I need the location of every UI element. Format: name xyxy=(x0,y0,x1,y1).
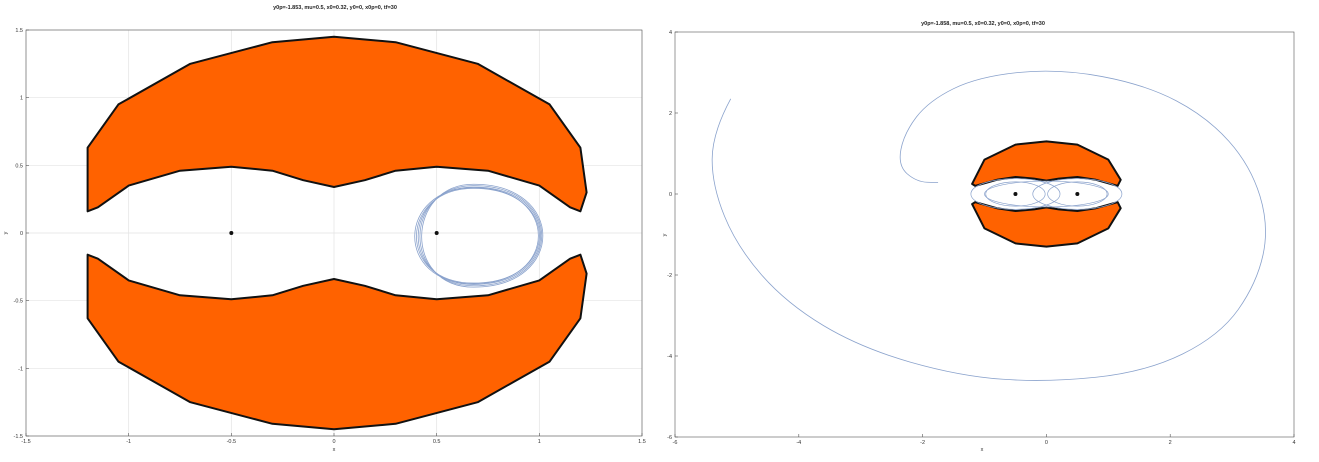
trajectory-inner-loop xyxy=(984,180,1109,208)
y-tick-label: 2 xyxy=(669,111,672,117)
y-tick-label: -4 xyxy=(667,354,672,360)
y-tick-label: -6 xyxy=(667,435,672,441)
x-tick-label: 0 xyxy=(332,439,335,445)
x-axis-label: x xyxy=(981,447,984,453)
x-tick-label: -1.5 xyxy=(21,439,30,445)
y-tick-label: 1 xyxy=(20,96,23,102)
trajectory-loop xyxy=(414,187,539,285)
y-axis-label: y xyxy=(662,233,668,236)
x-tick-label: 0 xyxy=(1045,440,1048,446)
forbidden-region-lower xyxy=(86,253,588,431)
right-chart-svg: y0p=-1.858, mu=0.5, x0=0.32, y0=0, x0p=0… xyxy=(662,21,1296,453)
trajectory-inner-loop xyxy=(985,181,1046,207)
plot-frame xyxy=(674,31,1295,438)
primary-body-2 xyxy=(1075,192,1080,196)
x-axis-label: x xyxy=(333,447,336,453)
x-tick-label: -2 xyxy=(920,440,925,446)
x-tick-label: 2 xyxy=(1169,440,1172,446)
trajectory-loop xyxy=(417,186,541,285)
x-tick-label: 1.5 xyxy=(638,439,646,445)
trajectory-inner-loop xyxy=(1047,181,1108,207)
chart-title: y0p=-1.853, mu=0.5, x0=0.32, y0=0, x0p=0… xyxy=(273,5,397,11)
trajectory-loop xyxy=(419,185,542,287)
y-tick-label: 0 xyxy=(20,231,23,237)
y-tick-label: 4 xyxy=(669,30,672,36)
y-tick-label: 0.5 xyxy=(15,163,23,169)
chart-title: y0p=-1.858, mu=0.5, x0=0.32, y0=0, x0p=0… xyxy=(921,21,1045,27)
y-axis-label: y xyxy=(3,231,9,234)
y-tick-label: -0.5 xyxy=(14,299,23,305)
x-tick-label: -0.5 xyxy=(227,439,236,445)
x-tick-label: -6 xyxy=(673,440,678,446)
right-chart-panel: y0p=-1.858, mu=0.5, x0=0.32, y0=0, x0p=0… xyxy=(660,0,1319,462)
trajectory-loop xyxy=(421,183,544,288)
y-tick-label: -2 xyxy=(667,273,672,279)
primary-body-1 xyxy=(1013,192,1018,196)
primary-body-1 xyxy=(229,231,234,235)
forbidden-region-lower xyxy=(971,201,1122,248)
y-tick-label: 0 xyxy=(669,192,672,198)
primary-body-2 xyxy=(434,231,439,235)
y-tick-label: -1.5 xyxy=(14,434,23,440)
x-tick-label: 1 xyxy=(538,439,541,445)
left-chart-panel: y0p=-1.853, mu=0.5, x0=0.32, y0=0, x0p=0… xyxy=(3,5,646,453)
trajectory-loop xyxy=(416,187,540,284)
x-tick-label: -1 xyxy=(126,439,131,445)
x-tick-label: -4 xyxy=(796,440,801,446)
y-tick-label: 1.5 xyxy=(15,28,23,34)
left-chart-svg: y0p=-1.853, mu=0.5, x0=0.32, y0=0, x0p=0… xyxy=(3,5,646,453)
trajectory-inner-loop xyxy=(970,178,1061,210)
forbidden-region-upper xyxy=(971,140,1122,187)
forbidden-region-upper xyxy=(86,35,588,213)
trajectory-spiral xyxy=(711,70,1266,381)
x-tick-label: 0.5 xyxy=(433,439,441,445)
y-tick-label: -1 xyxy=(18,366,23,372)
x-tick-label: 4 xyxy=(1292,440,1295,446)
trajectory-inner-loop xyxy=(1032,178,1123,210)
